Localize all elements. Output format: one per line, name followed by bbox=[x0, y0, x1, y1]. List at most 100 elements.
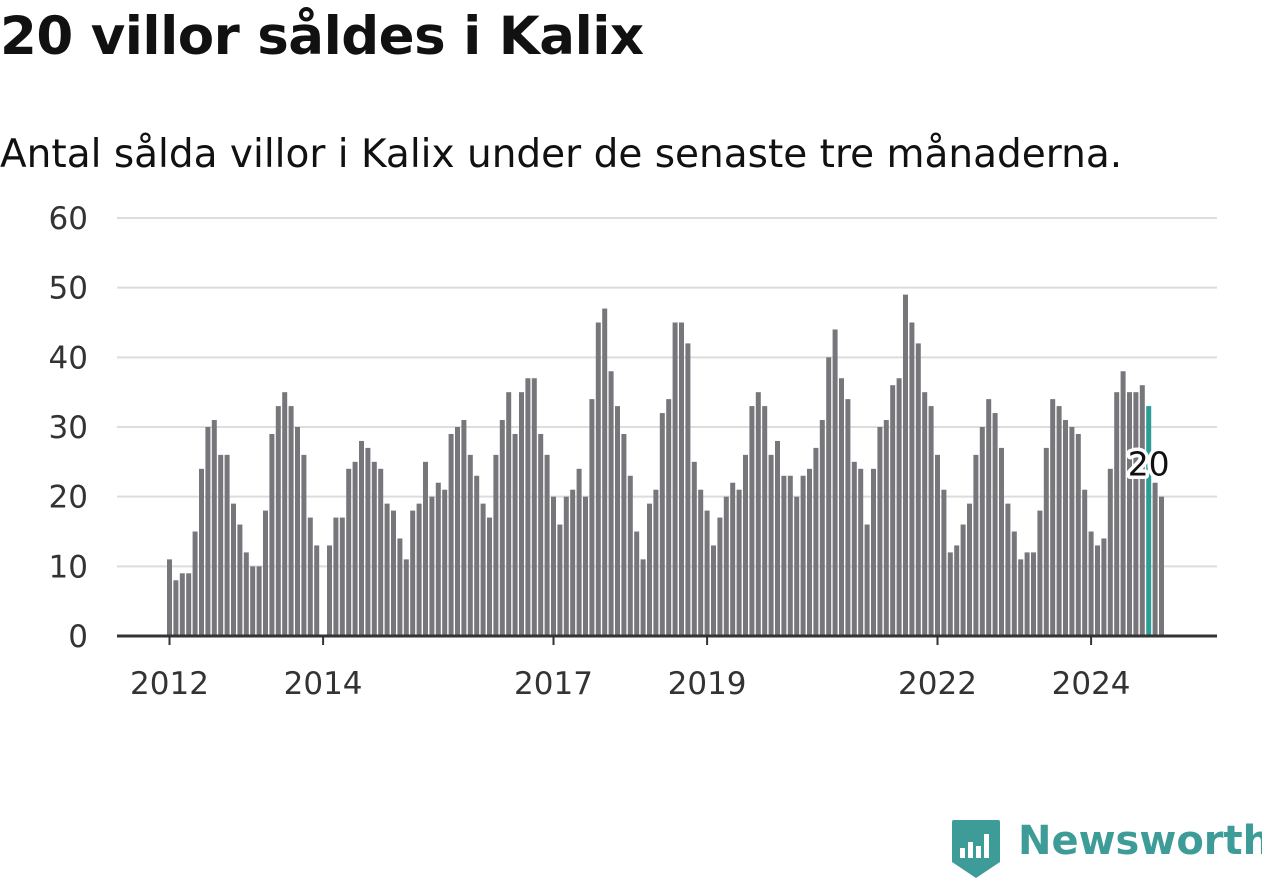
y-tick-label: 0 bbox=[68, 619, 88, 655]
bar bbox=[653, 489, 659, 636]
bar bbox=[416, 503, 422, 636]
bar bbox=[410, 510, 416, 636]
bar bbox=[743, 454, 748, 636]
bar bbox=[365, 447, 371, 636]
bar bbox=[659, 413, 665, 636]
bar bbox=[1152, 482, 1158, 636]
bar bbox=[595, 322, 601, 636]
x-tick-label: 2014 bbox=[284, 666, 363, 702]
y-tick-label: 20 bbox=[49, 480, 88, 516]
bar bbox=[608, 371, 614, 636]
bar bbox=[538, 433, 544, 636]
bar bbox=[295, 427, 300, 636]
bar bbox=[1011, 531, 1017, 636]
y-tick-label: 10 bbox=[49, 549, 88, 585]
bar bbox=[640, 559, 646, 636]
highlight-value-label: 20 bbox=[1128, 445, 1170, 484]
bar bbox=[615, 406, 620, 636]
bar bbox=[1101, 538, 1107, 636]
bar bbox=[237, 524, 243, 636]
chart-subtitle: Antal sålda villor i Kalix under de sena… bbox=[0, 132, 1123, 177]
bar bbox=[1063, 420, 1068, 636]
bar bbox=[1056, 406, 1062, 636]
bar bbox=[986, 399, 992, 636]
bar bbox=[1037, 510, 1043, 636]
bar bbox=[570, 489, 576, 636]
bar bbox=[621, 433, 627, 636]
bar-highlight bbox=[1146, 406, 1152, 636]
bar bbox=[179, 573, 185, 636]
bar bbox=[589, 399, 595, 636]
bar bbox=[371, 461, 377, 636]
bar bbox=[1082, 489, 1088, 636]
bar bbox=[173, 580, 179, 636]
bar bbox=[762, 406, 768, 636]
bar bbox=[211, 420, 217, 636]
newsworthy-logo: Newsworthy bbox=[950, 818, 1262, 879]
bar bbox=[679, 322, 684, 636]
y-tick-label: 30 bbox=[49, 410, 88, 446]
bar bbox=[736, 489, 742, 636]
bar bbox=[717, 517, 723, 636]
bar bbox=[442, 489, 448, 636]
bar bbox=[512, 433, 518, 636]
bar bbox=[647, 503, 652, 636]
bar bbox=[922, 392, 928, 636]
bar bbox=[864, 524, 870, 636]
y-axis-ticks: 0 10 20 30 40 50 60 bbox=[49, 201, 88, 655]
bar bbox=[711, 545, 716, 636]
bar bbox=[1127, 392, 1132, 636]
bar bbox=[314, 545, 320, 636]
bar bbox=[915, 343, 921, 636]
bar bbox=[243, 552, 249, 636]
bar bbox=[192, 531, 198, 636]
bar bbox=[941, 489, 947, 636]
bar bbox=[1139, 385, 1145, 636]
bar bbox=[775, 440, 780, 636]
bar bbox=[448, 433, 454, 636]
bar bbox=[333, 517, 339, 636]
bar bbox=[787, 475, 793, 636]
x-tick-label: 2012 bbox=[130, 666, 209, 702]
x-tick-label: 2024 bbox=[1052, 666, 1131, 702]
bar bbox=[781, 475, 787, 636]
bar bbox=[691, 461, 697, 636]
bar bbox=[378, 468, 384, 636]
bar bbox=[461, 420, 467, 636]
bar bbox=[487, 517, 492, 636]
bar bbox=[730, 482, 736, 636]
bar bbox=[307, 517, 313, 636]
bar bbox=[1043, 447, 1049, 636]
bar bbox=[506, 392, 512, 636]
bar bbox=[960, 524, 966, 636]
brand-name: Newsworthy bbox=[1018, 818, 1262, 864]
bar bbox=[877, 427, 883, 636]
bar bbox=[903, 294, 908, 636]
x-tick-label: 2017 bbox=[514, 666, 593, 702]
bar bbox=[992, 413, 998, 636]
bar bbox=[858, 468, 864, 636]
bar bbox=[186, 573, 192, 636]
bar bbox=[231, 503, 236, 636]
bar bbox=[384, 503, 390, 636]
bar bbox=[467, 454, 473, 636]
bar bbox=[397, 538, 403, 636]
bar bbox=[928, 406, 934, 636]
bar bbox=[391, 510, 396, 636]
bar bbox=[352, 461, 358, 636]
bar bbox=[685, 343, 691, 636]
bar bbox=[1120, 371, 1126, 636]
bar bbox=[359, 440, 364, 636]
bar bbox=[704, 510, 710, 636]
bar bbox=[883, 420, 889, 636]
bar bbox=[519, 392, 524, 636]
bar bbox=[423, 461, 428, 636]
chart-title: 20 villor såldes i Kalix bbox=[0, 6, 644, 67]
bar bbox=[947, 552, 953, 636]
bar bbox=[474, 475, 480, 636]
bar bbox=[832, 329, 838, 636]
bar bbox=[1095, 545, 1100, 636]
bar bbox=[627, 475, 633, 636]
bar bbox=[794, 496, 800, 636]
bar bbox=[435, 482, 441, 636]
